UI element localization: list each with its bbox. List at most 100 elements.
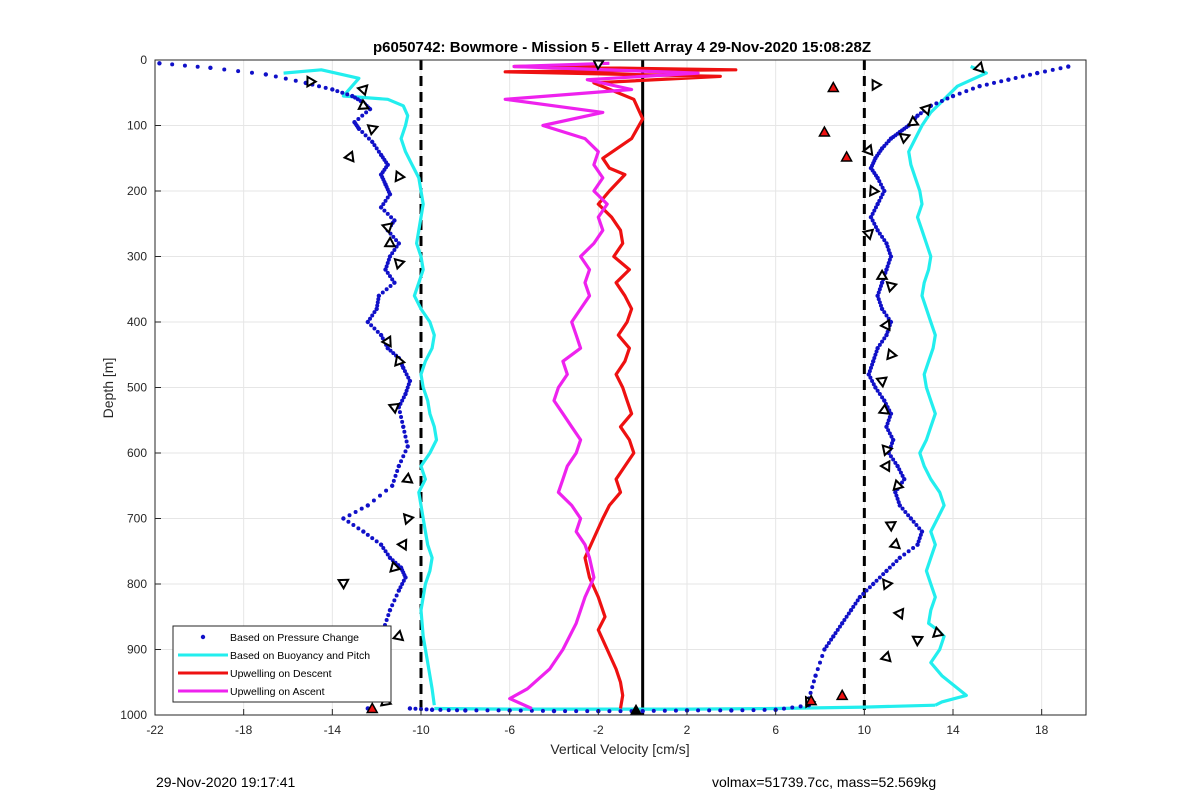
heading-marker (919, 103, 932, 117)
legend: Based on Pressure Change Based on Buoyanc… (172, 625, 392, 703)
data-point (574, 709, 579, 714)
data-point (887, 414, 892, 419)
data-point (273, 74, 278, 79)
data-point (818, 660, 822, 665)
heading-marker (877, 403, 891, 415)
data-point (365, 503, 370, 508)
data-point (385, 261, 390, 266)
data-point (853, 601, 858, 606)
data-point (361, 529, 366, 534)
data-point (880, 185, 885, 190)
data-point (855, 598, 860, 603)
heading-marker (342, 149, 355, 163)
data-point (363, 133, 368, 138)
data-point (861, 591, 866, 596)
heading-marker (383, 235, 397, 248)
data-point (876, 297, 881, 302)
data-point (371, 498, 376, 503)
data-point (898, 470, 903, 475)
data-point (884, 241, 889, 246)
data-point (170, 62, 175, 67)
data-point (222, 67, 227, 72)
data-point (696, 708, 701, 713)
y-tick-label: 900 (127, 643, 147, 657)
data-point (880, 234, 885, 239)
data-point (384, 618, 389, 623)
data-point (884, 424, 889, 429)
series-line (503, 63, 738, 709)
data-point (1028, 72, 1033, 77)
legend-label: Based on Pressure Change (230, 632, 359, 644)
data-point (878, 303, 883, 308)
heading-marker (868, 184, 881, 198)
data-point (385, 270, 390, 275)
data-point (1020, 74, 1025, 79)
series-line (503, 61, 700, 710)
data-point (388, 348, 393, 353)
data-point (662, 708, 667, 713)
data-point (401, 395, 406, 400)
data-point (900, 473, 905, 478)
data-point (585, 709, 590, 714)
data-point (389, 483, 395, 488)
data-point (740, 708, 745, 713)
data-point (335, 89, 340, 94)
data-point (401, 424, 406, 429)
data-point (873, 385, 878, 390)
data-point (395, 469, 400, 474)
data-point (384, 488, 389, 493)
data-point (341, 516, 346, 521)
data-point (880, 395, 885, 400)
data-point (374, 306, 379, 312)
data-point (396, 241, 402, 246)
data-point (915, 542, 920, 547)
y-tick-label: 300 (127, 250, 147, 264)
data-point (829, 637, 834, 642)
data-point (871, 359, 876, 364)
heading-marker (380, 334, 392, 348)
data-point (911, 519, 916, 524)
heading-marker (879, 318, 891, 332)
tick-labels: -22 -18 -14 -10 -6 -2 2 6 10 14 180100200300400500… (120, 53, 1048, 737)
data-point (707, 708, 712, 713)
data-point (651, 708, 656, 713)
data-point (424, 707, 429, 712)
data-point (914, 523, 919, 528)
data-point (897, 503, 902, 508)
x-tick-label: 6 (772, 723, 779, 737)
data-point (375, 300, 380, 305)
data-point (729, 708, 734, 713)
data-point (374, 539, 379, 544)
data-point (393, 473, 398, 478)
vol-mass-footer: volmax=51739.7cc, mass=52.569kg (712, 774, 937, 790)
data-point (878, 182, 883, 187)
data-point (405, 444, 410, 449)
data-point (872, 208, 877, 213)
data-point (347, 513, 352, 518)
data-point (939, 98, 944, 103)
data-point (370, 536, 375, 541)
data-point (387, 192, 393, 197)
data-point (387, 254, 393, 259)
data-point (879, 306, 885, 312)
turn-marker (365, 701, 379, 714)
data-point (1042, 69, 1047, 74)
data-point (872, 221, 877, 226)
turn-marker (827, 80, 840, 93)
heading-marker (881, 444, 894, 457)
data-point (208, 65, 213, 71)
data-point (394, 238, 399, 243)
data-point (906, 549, 911, 554)
data-point (877, 179, 882, 184)
data-point (917, 526, 922, 531)
data-point (346, 519, 351, 524)
data-point (798, 704, 803, 709)
data-point (392, 280, 397, 285)
data-point (919, 529, 925, 534)
turn-marker (840, 150, 853, 162)
data-point (1066, 64, 1071, 69)
data-point (390, 558, 395, 563)
data-point (157, 61, 162, 66)
x-tick-label: 2 (684, 723, 691, 737)
data-point (844, 614, 849, 619)
